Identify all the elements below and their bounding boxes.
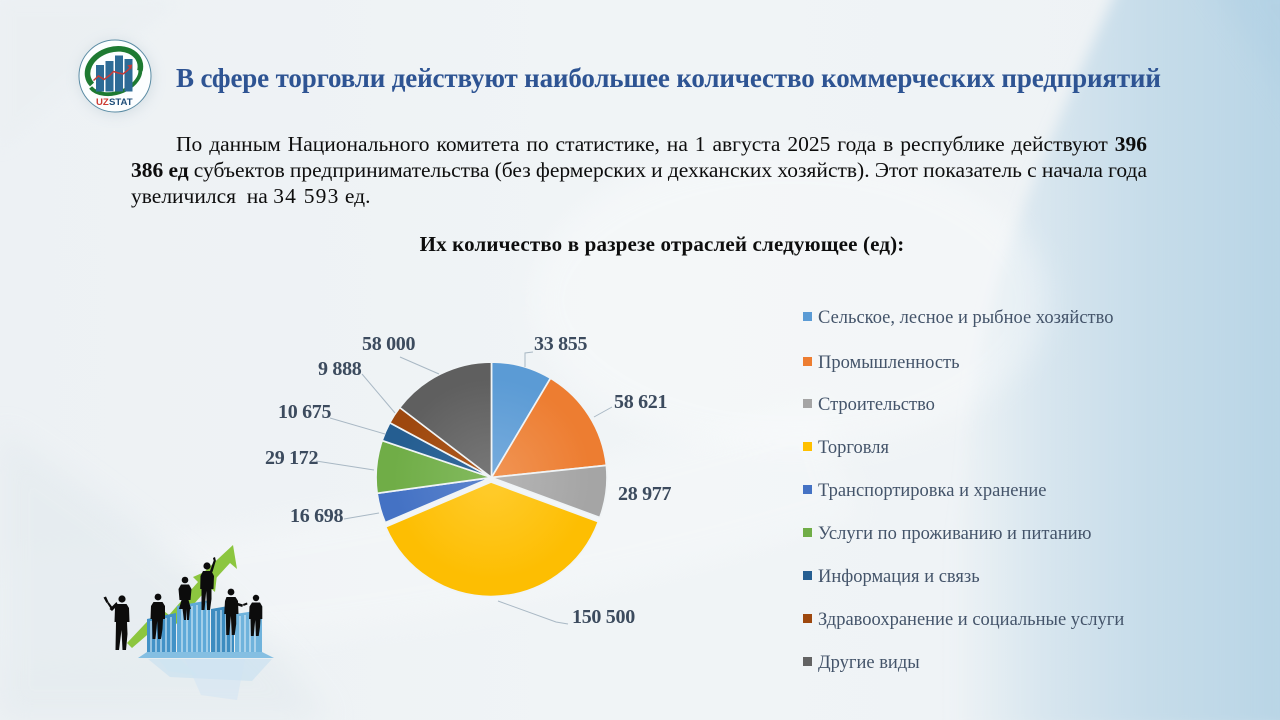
svg-text:STAT: STAT [109, 97, 133, 108]
svg-text:UZ: UZ [96, 97, 109, 108]
